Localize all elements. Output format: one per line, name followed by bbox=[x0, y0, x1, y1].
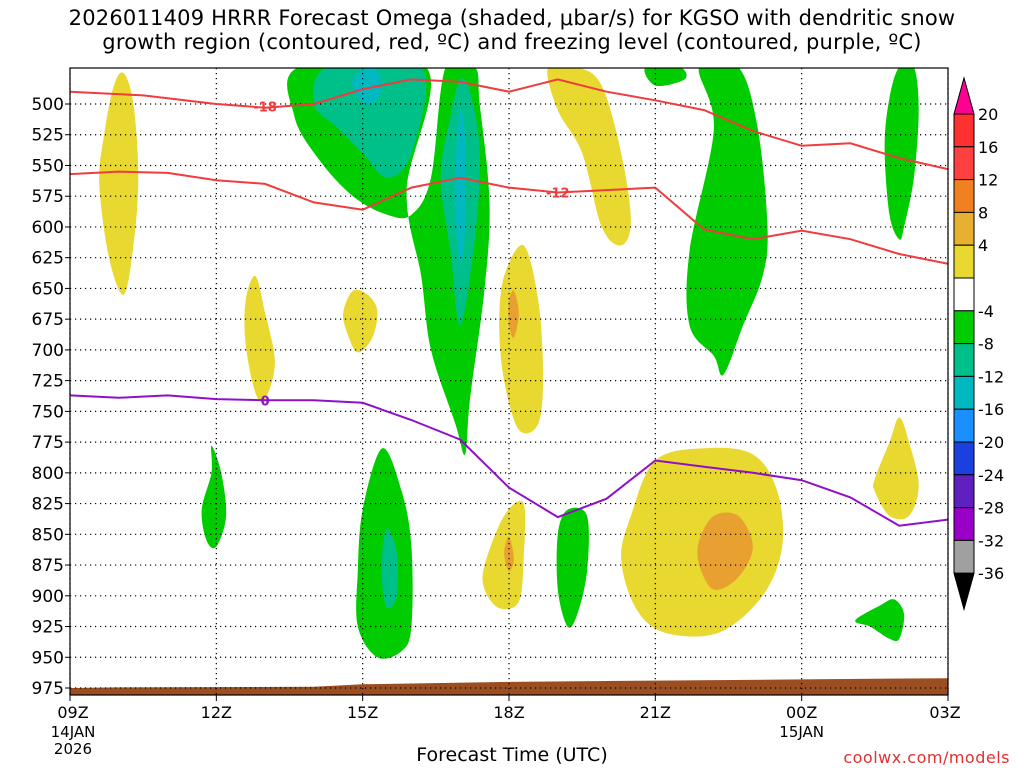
dendritic-contour-line bbox=[70, 78, 948, 171]
omega-shaded-region bbox=[855, 599, 905, 642]
y-tick-label: 625 bbox=[32, 249, 64, 269]
colorbar-segment bbox=[953, 179, 975, 213]
x-tick-label: 12Z bbox=[201, 703, 232, 722]
y-tick-label: 950 bbox=[32, 648, 64, 668]
dendritic-contour-line bbox=[70, 170, 948, 265]
y-tick-label: 900 bbox=[32, 587, 64, 607]
y-tick-label: 850 bbox=[32, 525, 64, 545]
x-tick-date-label: 14JAN bbox=[51, 723, 96, 741]
omega-shaded-region bbox=[697, 512, 753, 590]
x-tick-label: 00Z bbox=[786, 703, 817, 722]
colorbar-label: 20 bbox=[978, 105, 998, 124]
y-tick-label: 525 bbox=[32, 126, 64, 146]
contour-label: -18 bbox=[253, 100, 277, 115]
omega-shaded-region bbox=[873, 417, 919, 520]
colorbar-segment bbox=[953, 507, 975, 541]
colorbar-segment bbox=[953, 146, 975, 181]
x-tick-label: 15Z bbox=[347, 703, 378, 722]
colorbar-label: -4 bbox=[978, 302, 994, 321]
y-tick-label: 700 bbox=[32, 341, 64, 361]
y-tick-label: 500 bbox=[32, 95, 64, 115]
omega-shaded-region bbox=[547, 68, 631, 246]
colorbar-label: -36 bbox=[978, 564, 1004, 583]
omega-shaded-region bbox=[556, 507, 589, 628]
omega-shaded-region bbox=[287, 68, 490, 455]
x-tick-year-label: 2026 bbox=[54, 740, 92, 758]
omega-shaded-region bbox=[352, 68, 383, 105]
chart-title-line-1: 2026011409 HRRR Forecast Omega (shaded, … bbox=[68, 6, 956, 30]
contour-lines: -18 -12 0 bbox=[70, 78, 948, 527]
colorbar-segment bbox=[953, 375, 975, 410]
x-axis-label: Forecast Time (UTC) bbox=[416, 744, 608, 766]
colorbar-segment bbox=[953, 408, 975, 443]
colorbar-bottom-tip bbox=[953, 572, 975, 612]
y-tick-label: 825 bbox=[32, 495, 64, 515]
contour-label: 0 bbox=[261, 394, 270, 409]
colorbar-label: -16 bbox=[978, 400, 1004, 419]
colorbar-segment bbox=[953, 277, 975, 312]
colorbar-segment bbox=[953, 113, 975, 148]
omega-shaded-region bbox=[884, 68, 919, 240]
omega-shaded-region bbox=[201, 445, 227, 549]
colorbar-label: -20 bbox=[978, 433, 1004, 452]
colorbar-segment bbox=[953, 244, 975, 279]
omega-shaded-region bbox=[644, 68, 687, 87]
omega-shaded-region bbox=[343, 289, 378, 353]
omega-shaded-region bbox=[244, 275, 275, 402]
colorbar-label: -12 bbox=[978, 367, 1004, 386]
colorbar-label: -32 bbox=[978, 531, 1004, 550]
colorbar-label: 8 bbox=[978, 203, 988, 222]
omega-shaded-region bbox=[686, 68, 768, 376]
x-tick-date-label: 15JAN bbox=[779, 723, 824, 741]
colorbar-label: -24 bbox=[978, 466, 1004, 485]
y-tick-label: 975 bbox=[32, 679, 64, 699]
y-axis-ticks: 500 525 550 575 600 625 650 675 700 725 750 775 800 8… bbox=[32, 95, 70, 699]
colorbar-segment bbox=[953, 343, 975, 377]
y-tick-label: 775 bbox=[32, 433, 64, 453]
y-tick-label: 650 bbox=[32, 279, 64, 299]
omega-shaded-region bbox=[99, 72, 139, 295]
omega-shaded-region bbox=[508, 290, 519, 338]
colorbar-label: 12 bbox=[978, 171, 998, 190]
omega-shaded-region bbox=[482, 501, 526, 610]
y-tick-label: 600 bbox=[32, 218, 64, 238]
y-tick-label: 875 bbox=[32, 556, 64, 576]
colorbar-segment bbox=[953, 474, 975, 509]
y-tick-label: 550 bbox=[32, 156, 64, 176]
terrain-fill bbox=[70, 678, 948, 695]
y-tick-label: 675 bbox=[32, 310, 64, 330]
colorbar-segment bbox=[953, 310, 975, 345]
colorbar-segment bbox=[953, 441, 975, 476]
colorbar: 20 16 12 8 4 -4 -8 -12 -16 -20 -24 -28 -32 -36 bbox=[953, 76, 1004, 612]
omega-shaded-region bbox=[454, 109, 466, 264]
x-tick-label: 18Z bbox=[493, 703, 524, 722]
omega-shaded-region bbox=[499, 244, 544, 434]
colorbar-segment bbox=[953, 539, 975, 574]
x-tick-label: 21Z bbox=[640, 703, 671, 722]
omega-shaded-region bbox=[381, 528, 398, 609]
y-tick-label: 750 bbox=[32, 402, 64, 422]
x-tick-label: 09Z bbox=[57, 703, 88, 722]
omega-shaded-regions bbox=[99, 68, 919, 659]
colorbar-label: 4 bbox=[978, 236, 988, 255]
chart-title-line-2: growth region (contoured, red, ºC) and f… bbox=[102, 30, 922, 54]
credit-link[interactable]: coolwx.com/models bbox=[843, 748, 1010, 767]
freezing-level-contour-line bbox=[70, 394, 948, 527]
colorbar-top-tip bbox=[953, 76, 975, 115]
contour-label: -12 bbox=[546, 187, 570, 202]
y-tick-label: 725 bbox=[32, 372, 64, 392]
colorbar-label: -8 bbox=[978, 335, 994, 354]
y-tick-label: 925 bbox=[32, 618, 64, 638]
terrain-fill-shape bbox=[70, 678, 948, 695]
colorbar-label: 16 bbox=[978, 138, 998, 157]
y-tick-label: 575 bbox=[32, 187, 64, 207]
colorbar-label: -28 bbox=[978, 499, 1004, 518]
x-tick-label: 03Z bbox=[929, 703, 960, 722]
colorbar-segment bbox=[953, 211, 975, 246]
y-tick-label: 800 bbox=[32, 464, 64, 484]
